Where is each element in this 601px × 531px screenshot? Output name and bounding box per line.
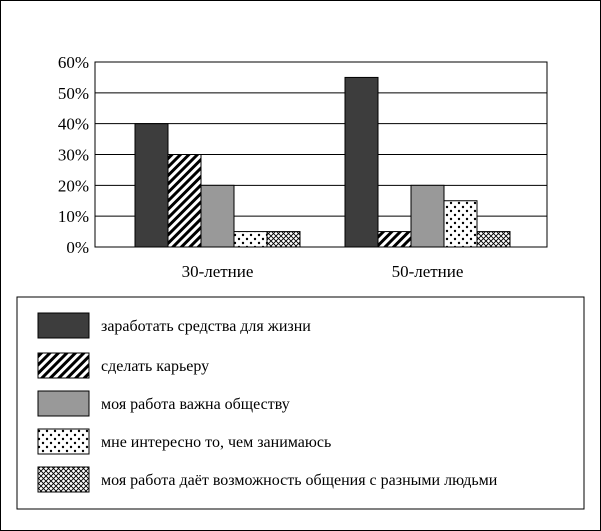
y-tick-label: 0%: [66, 238, 89, 257]
bar-1-5: [266, 231, 301, 248]
legend-label: заработать средства для жизни: [101, 318, 311, 335]
bars: [134, 76, 511, 248]
y-axis-ticks: 0% 10% 20% 30% 40% 50% 60%: [58, 53, 89, 257]
legend-swatch: [37, 312, 90, 339]
bar-2-2: [377, 231, 412, 248]
bar-2-1: [344, 76, 379, 248]
y-tick-label: 60%: [58, 53, 89, 72]
legend-item: мне интересно то, чем занимаюсь: [37, 428, 331, 455]
legend-label: моя работа важна обществу: [101, 396, 290, 413]
bar-2-4: [443, 200, 478, 248]
y-tick-label: 20%: [58, 176, 89, 195]
y-tick-label: 30%: [58, 146, 89, 165]
legend: [16, 296, 585, 510]
legend-item: моя работа даёт возможность общения с ра…: [37, 466, 498, 493]
legend-swatch: [37, 352, 90, 379]
legend-swatch: [37, 466, 90, 493]
legend-item: заработать средства для жизни: [37, 312, 311, 339]
y-tick-label: 40%: [58, 115, 89, 134]
bar-1-2: [167, 154, 202, 248]
y-tick-label: 50%: [58, 84, 89, 103]
y-tick-label: 10%: [58, 207, 89, 226]
bar-1-4: [233, 231, 268, 248]
bar-1-1: [134, 123, 169, 248]
legend-entries: заработать средства для жизни сделать кар…: [37, 312, 498, 493]
x-tick-label: 50-летние: [392, 262, 464, 281]
bar-1-3: [200, 184, 235, 248]
legend-label: сделать карьеру: [101, 358, 209, 375]
legend-item: сделать карьеру: [37, 352, 209, 379]
bar-2-3: [410, 184, 445, 248]
legend-item: моя работа важна обществу: [37, 390, 290, 417]
legend-label: мне интересно то, чем занимаюсь: [101, 434, 331, 451]
legend-swatch: [37, 428, 90, 455]
x-axis-ticks: 30-летние 50-летние: [182, 262, 464, 281]
bar-2-5: [476, 231, 511, 248]
plot-area: [94, 61, 548, 248]
legend-swatch: [37, 390, 90, 417]
x-tick-label: 30-летние: [182, 262, 254, 281]
legend-label: моя работа даёт возможность общения с ра…: [101, 472, 498, 489]
